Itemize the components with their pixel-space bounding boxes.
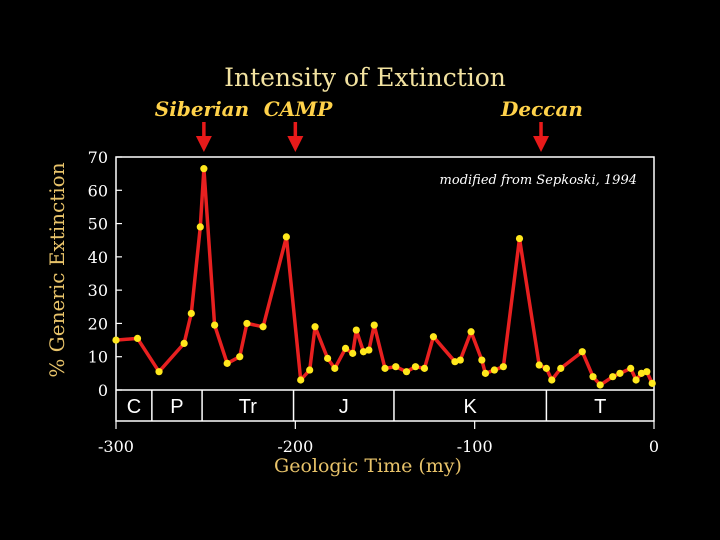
y-tick-label: 20 [88,314,108,333]
data-point [402,368,411,376]
data-points [112,165,656,389]
period-band: C P Tr J K T [127,390,606,421]
data-point [392,363,400,371]
period-label: J [339,396,349,418]
data-point [211,321,219,329]
data-point [535,361,543,369]
data-point [196,223,204,231]
data-point [331,364,339,372]
data-point [180,339,188,347]
period-label: C [127,396,141,418]
data-point [478,356,486,364]
data-point [627,364,635,372]
chart-title: Intensity of Extinction [224,63,506,92]
data-point [609,373,617,381]
y-tick-label: 60 [88,181,108,200]
event-arrow-head [195,136,212,152]
data-point [411,363,420,371]
event-arrows [195,122,550,152]
data-point [243,319,251,328]
data-point [557,364,565,372]
x-tick-label: -300 [98,437,134,456]
x-axis: -300 -200 -100 0 [98,421,659,456]
y-tick-label: 10 [88,348,108,367]
data-point [259,323,267,331]
event-label-deccan: Deccan [500,97,583,121]
y-axis-label: % Generic Extinction [45,162,69,377]
data-point [420,364,429,372]
y-axis: 0 10 20 30 40 50 60 70 [88,148,122,400]
event-label-camp: CAMP [264,97,334,121]
data-point [429,333,438,341]
data-point [112,336,120,344]
data-point [499,363,507,371]
event-label-siberian: Siberian [155,97,249,121]
data-point [236,353,244,361]
data-point [223,359,231,367]
y-tick-label: 30 [88,281,108,300]
data-point [481,369,490,377]
series-line [114,166,654,387]
data-point [632,376,640,384]
x-tick-label: 0 [649,437,659,456]
data-point [490,366,498,374]
y-tick-label: 40 [88,248,108,267]
data-point [370,321,378,329]
data-point [515,234,524,243]
data-point [643,368,651,376]
source-note: modified from Sepkoski, 1994 [440,173,637,188]
data-point [133,334,142,343]
data-point [648,379,656,387]
data-point [349,349,357,357]
event-arrow-head [533,136,550,152]
data-point [596,381,604,389]
data-point [589,373,597,381]
data-point [616,369,624,377]
data-point [341,344,350,352]
data-point [456,356,464,364]
period-label: Tr [239,396,257,418]
plot-frame [115,156,655,422]
period-label: K [464,396,478,418]
data-point [187,309,195,318]
period-label: P [170,396,183,418]
data-point [324,354,332,362]
x-axis-label: Geologic Time (my) [274,455,462,477]
data-point [155,368,163,376]
data-point [311,323,319,331]
data-point [548,376,556,384]
x-tick-label: -100 [457,437,493,456]
data-point [467,328,475,336]
y-tick-label: 0 [98,381,108,400]
y-tick-label: 50 [88,215,108,234]
data-point [297,376,305,384]
data-point [578,348,586,356]
data-point [200,165,208,173]
data-point [306,366,314,374]
data-point [352,326,360,334]
event-arrow-head [287,136,304,152]
period-label: T [594,396,606,418]
data-point [381,364,389,372]
y-tick-label: 70 [88,148,108,167]
x-tick-label: -200 [277,437,313,456]
data-point [365,346,373,354]
data-point [542,364,551,372]
data-point [282,233,290,241]
